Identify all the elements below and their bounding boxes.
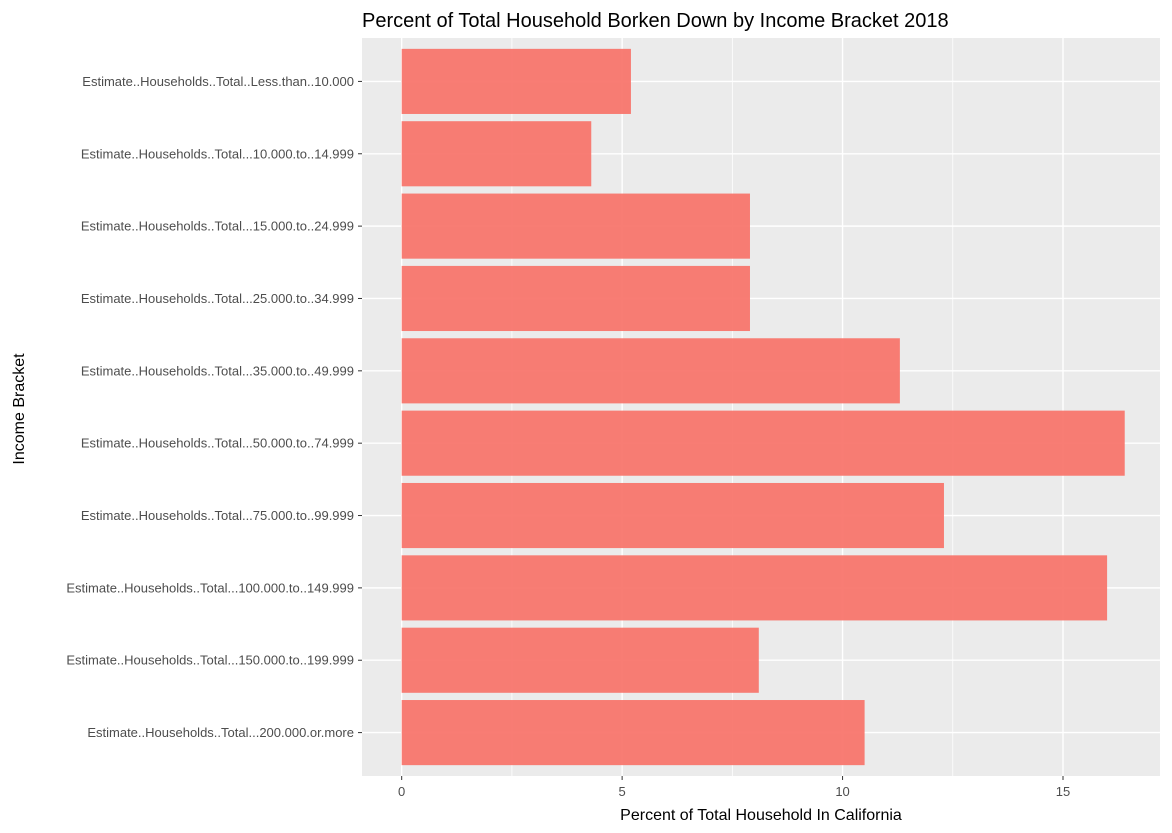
x-tick-label: 10: [835, 784, 849, 799]
bar: [401, 482, 944, 549]
x-axis-title: Percent of Total Household In California: [620, 807, 902, 824]
bar: [401, 627, 759, 693]
bar: [401, 121, 592, 187]
x-tick-label: 0: [398, 784, 405, 799]
y-tick-label: Estimate..Households..Total...50.000.to.…: [81, 436, 354, 451]
y-tick-label: Estimate..Households..Total...25.000.to.…: [81, 291, 354, 306]
y-tick-label: Estimate..Households..Total...200.000.or…: [87, 725, 354, 740]
y-axis-title: Income Bracket: [11, 353, 28, 465]
bar: [401, 338, 900, 404]
bar: [401, 700, 865, 766]
x-tick-label: 5: [619, 784, 626, 799]
y-axis-ticks: Estimate..Households..Total..Less.than..…: [66, 74, 362, 740]
y-tick-label: Estimate..Households..Total...15.000.to.…: [81, 219, 354, 234]
y-tick-label: Estimate..Households..Total...10.000.to.…: [81, 146, 354, 161]
y-tick-label: Estimate..Households..Total...100.000.to…: [66, 580, 354, 595]
bar: [401, 48, 631, 114]
y-tick-label: Estimate..Households..Total...35.000.to.…: [81, 363, 354, 378]
x-axis-ticks: 0 5 10 15: [398, 776, 1070, 799]
y-tick-label: Estimate..Households..Total...150.000.to…: [66, 653, 354, 668]
chart-title: Percent of Total Household Borken Down b…: [362, 10, 949, 32]
bar: [401, 555, 1108, 621]
x-tick-label: 15: [1056, 784, 1070, 799]
y-tick-label: Estimate..Households..Total..Less.than..…: [82, 74, 354, 89]
bars: [401, 48, 1125, 766]
bar: [401, 265, 750, 332]
y-tick-label: Estimate..Households..Total...75.000.to.…: [81, 508, 354, 523]
bar: [401, 410, 1125, 476]
bar: [401, 193, 750, 259]
